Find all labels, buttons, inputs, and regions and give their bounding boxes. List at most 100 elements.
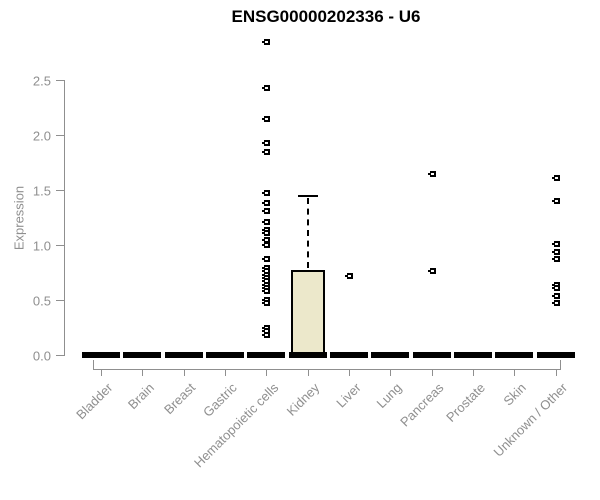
outlier-point-slot (265, 40, 269, 43)
whisker-line (306, 197, 309, 269)
y-tick-label: 0.5 (32, 293, 51, 309)
outlier-point-slot (265, 334, 269, 337)
x-category-label-text: Breast (161, 380, 199, 418)
outlier-point-slot (554, 258, 558, 261)
y-tick-label: 1.5 (32, 183, 51, 199)
zero-median-bar (82, 352, 120, 358)
y-tick-label: 1.0 (32, 238, 51, 254)
outlier-point (262, 236, 271, 243)
x-axis-endcap-right (560, 360, 561, 369)
x-category-label-text: Lung (373, 380, 405, 412)
outlier-point-nub (551, 286, 554, 289)
outlier-point (262, 256, 271, 263)
outlier-point-nub (262, 202, 265, 205)
outlier-point (262, 242, 271, 248)
outlier-point (262, 38, 271, 45)
zero-median-bar (371, 352, 410, 358)
outlier-point-slot (554, 302, 558, 305)
outlier-point-nub (262, 299, 265, 301)
outlier-point (262, 271, 271, 278)
outlier-point-slot (265, 150, 269, 153)
outlier-point (262, 200, 271, 207)
zero-median-bar (123, 352, 162, 358)
outlier-point (262, 332, 271, 339)
outlier-point-slot (265, 238, 269, 241)
outlier-point-slot (265, 228, 269, 231)
outlier-point (427, 268, 436, 275)
zero-median-bar (536, 352, 575, 358)
outlier-point (551, 248, 560, 255)
outlier-point-nub (551, 250, 554, 253)
outlier-point-slot (554, 176, 558, 179)
outlier-point-slot (265, 202, 269, 205)
x-axis-tick (266, 369, 268, 376)
y-axis-tick (56, 135, 64, 136)
y-axis-tick (56, 80, 64, 81)
outlier-point (262, 268, 271, 275)
x-axis-tick (390, 369, 392, 376)
y-axis-tick (56, 300, 64, 301)
outlier-point (427, 170, 436, 177)
outlier-point-nub (262, 231, 265, 234)
x-category-label-text: Brain (124, 380, 157, 413)
outlier-point-slot (265, 277, 269, 279)
outlier-point-nub (262, 40, 265, 43)
x-category-label-text: Liver (333, 380, 364, 411)
outlier-point-nub (262, 273, 265, 276)
outlier-point-slot (265, 273, 269, 276)
outlier-point-nub (262, 302, 265, 305)
outlier-point (262, 115, 271, 122)
y-tick-label: 2.0 (32, 128, 51, 144)
x-axis-tick (514, 369, 516, 376)
outlier-point-nub (262, 286, 265, 289)
x-axis-tick (101, 369, 102, 376)
zero-median-bar (329, 352, 368, 358)
outlier-point-nub (262, 280, 265, 283)
outlier-point (262, 207, 271, 214)
outlier-point (262, 278, 271, 285)
outlier-point-nub (262, 141, 265, 144)
chart-title: ENSG00000202336 - U6 (231, 7, 421, 26)
outlier-point (262, 84, 271, 91)
outlier-point-nub (262, 220, 265, 223)
y-tick-label: 2.5 (32, 73, 51, 89)
outlier-point-nub (262, 238, 265, 241)
outlier-point-slot (265, 270, 269, 273)
outlier-point-slot (265, 117, 269, 120)
outlier-point-slot (265, 299, 269, 301)
outlier-point (551, 256, 560, 263)
y-tick-label: 0.0 (32, 348, 51, 364)
outlier-point-nub (344, 274, 347, 277)
outlier-point (551, 281, 560, 288)
outlier-point-nub (262, 86, 265, 89)
outlier-point-nub (262, 228, 265, 231)
x-category-label-text: Skin (500, 380, 529, 409)
outlier-point (551, 240, 560, 247)
outlier-point-slot (554, 294, 558, 297)
whisker-cap (297, 194, 318, 197)
outlier-point-nub (262, 209, 265, 212)
x-axis-endcap-left (93, 360, 94, 369)
x-axis-tick (142, 369, 144, 376)
outlier-point-slot (347, 274, 351, 277)
box-kidney (290, 270, 325, 355)
outlier-point (262, 218, 271, 225)
outlier-point-slot (265, 290, 269, 293)
outlier-point-slot (265, 329, 269, 332)
outlier-point-nub (551, 283, 554, 286)
zero-median-bar (164, 352, 203, 358)
outlier-point (262, 226, 271, 233)
outlier-point-slot (554, 250, 558, 253)
outlier-point (262, 265, 271, 272)
outlier-point-slot (265, 231, 269, 234)
y-axis-tick (56, 355, 64, 356)
outlier-point-slot (265, 220, 269, 223)
outlier-point-slot (265, 141, 269, 144)
outlier-point-nub (551, 302, 554, 305)
x-axis-tick (431, 369, 433, 376)
outlier-point (262, 281, 271, 288)
outlier-point (551, 174, 560, 181)
outlier-point (262, 300, 271, 307)
outlier-point (262, 139, 271, 146)
